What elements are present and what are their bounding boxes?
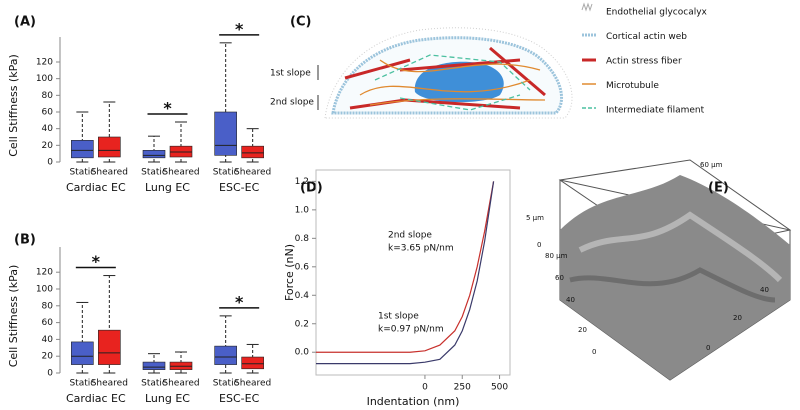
y-tick-label: 40 (42, 124, 54, 134)
legend-icons (581, 2, 596, 109)
y-tick-label: 80 (42, 301, 54, 311)
image-axis-label: 40 (760, 286, 769, 294)
image-axis-label: 0 (537, 241, 541, 249)
series-label: Sheared (234, 379, 271, 389)
group-label: Cardiac EC (66, 181, 126, 194)
box (71, 341, 94, 365)
panel-label: (D) (300, 181, 323, 196)
plot-frame (315, 169, 511, 376)
x-axis-label: Indentation (nm) (367, 395, 460, 408)
y-tick-label: 20 (42, 141, 54, 151)
legend-label: Actin stress fiber (606, 57, 682, 67)
series-label: Sheared (162, 168, 199, 178)
image-axis-label: 80 μm (545, 252, 568, 260)
series-label: Static (141, 168, 167, 178)
microtubules (359, 59, 546, 106)
afm-image (558, 159, 792, 381)
box (214, 345, 237, 365)
y-tick-label: 0 (47, 369, 53, 379)
box (142, 361, 166, 370)
box (98, 329, 121, 365)
box (214, 111, 237, 156)
series-label: Sheared (162, 379, 199, 389)
y-tick-label: 0 (47, 158, 53, 168)
group-label: ESC-EC (219, 392, 260, 405)
y-tick-label: 60 (42, 108, 54, 118)
y-tick-label: 120 (36, 58, 53, 68)
y-tick-label: 40 (42, 335, 54, 345)
y-axis-label: Cell Stiffness (kPa) (7, 265, 20, 368)
y-tick-label: 20 (42, 352, 54, 362)
panel-label: (B) (14, 233, 36, 248)
y-tick-label: 1.0 (295, 205, 310, 215)
x-tick-label: 500 (491, 383, 508, 393)
image-axis-label: 60 (555, 274, 564, 282)
image-axis-label: 20 (733, 314, 742, 322)
y-tick-label: 0.0 (295, 348, 310, 358)
series-label: Static (69, 168, 95, 178)
legend-label: Cortical actin web (606, 32, 687, 42)
slope-label: 1st slope (270, 69, 311, 79)
image-axis-label: 5 μm (526, 214, 544, 222)
significance-marker: * (92, 252, 101, 271)
legend-label: Intermediate filament (606, 106, 705, 116)
series-label: Sheared (91, 168, 128, 178)
y-tick-label: 0.8 (295, 234, 310, 244)
image-axis-label: 20 (578, 326, 587, 334)
image-axis-label: 40 (566, 296, 575, 304)
legend-label: Endothelial glycocalyx (606, 8, 708, 18)
box (241, 145, 264, 159)
image-axis-label: 0 (706, 344, 710, 352)
y-tick-label: 0.6 (295, 262, 310, 272)
significance-marker: * (235, 19, 244, 38)
x-tick-label: 0 (422, 383, 428, 393)
annotation: 2nd slope (388, 231, 432, 241)
force-curve (316, 181, 495, 353)
panel-label: (C) (290, 15, 311, 30)
group-label: Cardiac EC (66, 392, 126, 405)
series-label: Static (69, 379, 95, 389)
annotation: 1st slope (378, 312, 419, 322)
force-curve (316, 181, 495, 365)
y-axis-label: Force (nN) (283, 244, 296, 301)
box (241, 356, 264, 370)
series-label: Static (141, 379, 167, 389)
panel-label: (E) (708, 181, 729, 196)
series-label: Sheared (91, 379, 128, 389)
box (71, 140, 94, 159)
annotation: k=3.65 pN/nm (388, 244, 454, 254)
series-label: Static (213, 379, 239, 389)
y-tick-label: 1.2 (295, 177, 309, 187)
significance-marker: * (163, 99, 172, 118)
cell-diagram (317, 2, 596, 119)
legend-label: Microtubule (606, 81, 659, 91)
image-axis-label: 60 μm (700, 161, 723, 169)
significance-marker: * (235, 292, 244, 311)
image-axis-label: 0 (592, 348, 596, 356)
slope-label: 2nd slope (270, 98, 314, 108)
box (142, 150, 166, 159)
box (98, 136, 121, 158)
y-tick-label: 120 (36, 268, 53, 278)
intermediate-filaments (374, 54, 531, 111)
y-tick-label: 80 (42, 91, 54, 101)
panel-label: (A) (14, 15, 36, 30)
annotation: k=0.97 pN/nm (378, 325, 444, 335)
y-axis-label: Cell Stiffness (kPa) (7, 54, 20, 157)
group-label: Lung EC (145, 181, 190, 194)
y-tick-label: 100 (36, 285, 53, 295)
series-label: Sheared (234, 168, 271, 178)
group-label: ESC-EC (219, 181, 260, 194)
y-tick-label: 60 (42, 318, 54, 328)
nucleus (414, 61, 504, 103)
group-label: Lung EC (145, 392, 190, 405)
y-tick-label: 100 (36, 74, 53, 84)
y-tick-label: 0.4 (295, 291, 310, 301)
x-tick-label: 250 (454, 383, 471, 393)
series-label: Static (213, 168, 239, 178)
y-tick-label: 0.2 (295, 319, 309, 329)
